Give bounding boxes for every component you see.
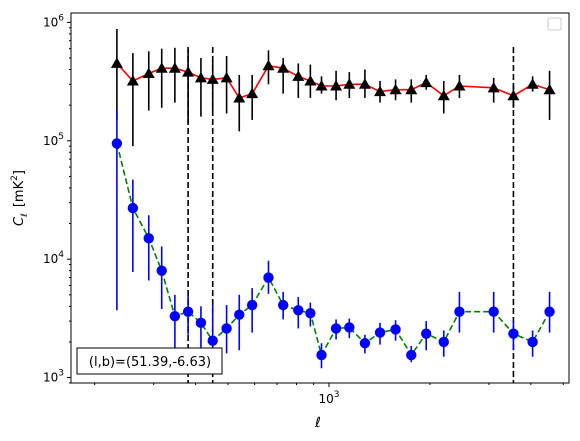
data-point bbox=[110, 57, 123, 68]
data-point bbox=[374, 327, 386, 338]
y-tick-label: 106 bbox=[43, 13, 64, 29]
data-point bbox=[262, 59, 275, 71]
data-point bbox=[246, 299, 258, 311]
data-point bbox=[277, 62, 290, 73]
data-point bbox=[156, 265, 167, 276]
data-point bbox=[233, 91, 246, 103]
data-point bbox=[206, 73, 219, 84]
data-point bbox=[454, 306, 465, 317]
data-point bbox=[344, 322, 355, 333]
series-1 bbox=[110, 28, 556, 147]
data-point bbox=[155, 62, 168, 73]
plot-frame bbox=[70, 12, 570, 384]
data-point bbox=[195, 317, 207, 329]
data-point bbox=[143, 233, 154, 244]
data-point bbox=[544, 306, 555, 317]
plot-area bbox=[110, 28, 556, 383]
data-point bbox=[526, 78, 539, 89]
data-point bbox=[246, 87, 259, 99]
y-tick-label: 105 bbox=[43, 132, 64, 148]
y-tick-label: 104 bbox=[43, 250, 64, 266]
data-point bbox=[127, 202, 139, 214]
series-line bbox=[116, 143, 551, 358]
data-point bbox=[438, 336, 449, 348]
data-point bbox=[390, 324, 401, 335]
data-point bbox=[305, 307, 316, 319]
data-point bbox=[263, 272, 274, 283]
y-tick-label: 103 bbox=[43, 369, 64, 385]
data-point bbox=[359, 338, 371, 349]
data-point bbox=[421, 328, 432, 339]
legend-box bbox=[547, 17, 562, 31]
data-point bbox=[207, 335, 218, 346]
data-point bbox=[304, 74, 317, 86]
data-point bbox=[316, 349, 327, 361]
data-point bbox=[420, 76, 433, 88]
data-point bbox=[315, 80, 328, 91]
data-point bbox=[358, 78, 371, 89]
data-point bbox=[292, 70, 305, 81]
data-point bbox=[142, 67, 155, 79]
axis-ticks: 103 104 105 106 103 bbox=[43, 13, 564, 406]
data-point bbox=[169, 310, 181, 322]
series-2 bbox=[111, 109, 555, 371]
data-point bbox=[182, 66, 195, 77]
data-point bbox=[111, 138, 123, 149]
data-point bbox=[543, 83, 556, 95]
data-point bbox=[220, 71, 233, 83]
data-point bbox=[507, 89, 520, 101]
data-point bbox=[330, 80, 343, 91]
data-point bbox=[453, 80, 466, 91]
data-point bbox=[168, 62, 181, 73]
x-tick-label: 103 bbox=[318, 390, 339, 406]
data-point bbox=[194, 71, 207, 83]
data-point bbox=[389, 83, 402, 95]
data-point bbox=[182, 306, 194, 317]
data-point bbox=[508, 328, 519, 339]
series-line bbox=[116, 62, 550, 99]
data-point bbox=[437, 89, 450, 101]
data-point bbox=[126, 74, 139, 86]
annotation-box: (l,b)=(51.39,-6.63) bbox=[76, 347, 223, 375]
data-point bbox=[405, 83, 418, 95]
y-axis-label: Cℓ[mK2] bbox=[10, 170, 30, 226]
data-point bbox=[221, 323, 232, 334]
data-point bbox=[487, 81, 500, 93]
data-point bbox=[277, 299, 289, 311]
data-point bbox=[343, 78, 356, 89]
data-point bbox=[293, 305, 304, 316]
x-axis-label: ℓ bbox=[314, 415, 321, 431]
data-point bbox=[234, 309, 245, 320]
data-point bbox=[488, 306, 499, 317]
data-point bbox=[527, 336, 538, 348]
data-point bbox=[330, 323, 342, 334]
data-point bbox=[374, 85, 387, 97]
data-point bbox=[406, 349, 417, 361]
annotation-text: (l,b)=(51.39,-6.63) bbox=[89, 355, 211, 370]
